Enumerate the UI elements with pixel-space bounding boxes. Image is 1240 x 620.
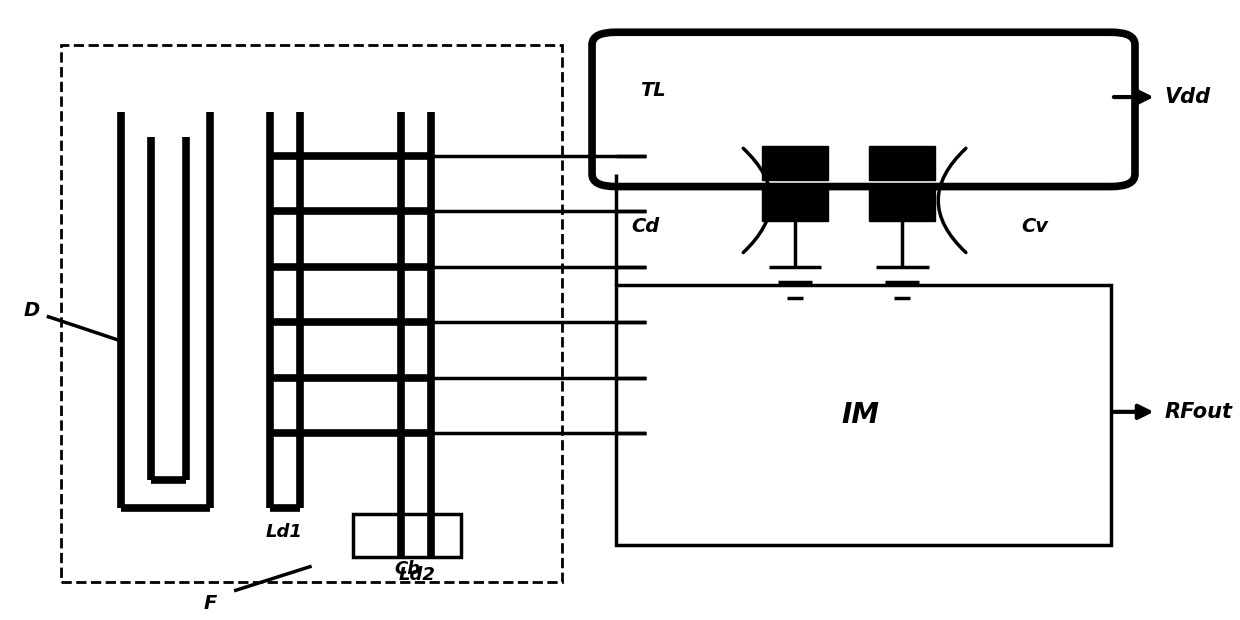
Text: Cd: Cd (631, 217, 660, 236)
Bar (616, 285, 1111, 544)
Text: D: D (24, 301, 40, 319)
Text: Cb: Cb (394, 560, 420, 578)
Bar (763, 146, 828, 180)
Text: TL: TL (640, 81, 666, 100)
Bar (61, 45, 562, 582)
Text: Ld1: Ld1 (265, 523, 303, 541)
Bar (869, 187, 935, 221)
FancyBboxPatch shape (591, 32, 1135, 187)
Text: F: F (203, 594, 217, 613)
Text: RFout: RFout (1164, 402, 1233, 422)
Text: Ld2: Ld2 (398, 567, 435, 585)
Text: Cv: Cv (1022, 217, 1049, 236)
Text: Vdd: Vdd (1164, 87, 1211, 107)
Text: IM: IM (842, 401, 879, 429)
Bar (763, 187, 828, 221)
Bar (869, 146, 935, 180)
Bar (353, 514, 461, 557)
